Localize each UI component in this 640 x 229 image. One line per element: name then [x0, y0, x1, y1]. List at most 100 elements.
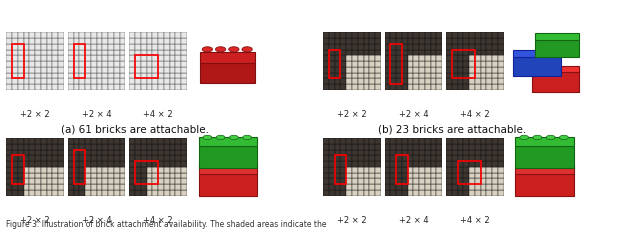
Bar [141, 144, 147, 150]
Bar [452, 39, 458, 45]
Bar [68, 161, 74, 167]
Bar [419, 173, 425, 179]
Bar [158, 179, 164, 184]
Bar [79, 150, 85, 156]
Bar [452, 150, 458, 156]
Bar [164, 45, 170, 50]
Bar [181, 79, 187, 85]
Bar [58, 190, 64, 196]
Bar [12, 79, 18, 85]
Bar [463, 184, 469, 190]
Bar [413, 62, 419, 68]
Bar [47, 73, 52, 79]
Bar [41, 190, 47, 196]
Bar [408, 161, 413, 167]
Bar [335, 33, 340, 39]
Bar [498, 144, 504, 150]
Bar [463, 85, 469, 90]
Bar [375, 50, 381, 56]
Bar [175, 33, 181, 39]
Bar [375, 39, 381, 45]
Bar [114, 68, 120, 73]
Bar [390, 150, 396, 156]
Bar [413, 156, 419, 161]
Bar [97, 144, 102, 150]
Bar [68, 50, 74, 56]
Bar [170, 190, 175, 196]
Bar [35, 62, 41, 68]
Bar [12, 167, 18, 173]
Bar [469, 156, 475, 161]
Bar [323, 79, 329, 85]
Bar [135, 39, 141, 45]
Bar [492, 39, 498, 45]
Bar [79, 156, 85, 161]
Bar [114, 144, 120, 150]
Bar [47, 56, 52, 62]
Bar [152, 68, 158, 73]
Bar [164, 39, 170, 45]
Bar [35, 144, 41, 150]
Text: +2 × 2: +2 × 2 [20, 110, 50, 119]
Bar [475, 150, 481, 156]
Bar [35, 167, 41, 173]
Bar [29, 50, 35, 56]
Bar [385, 56, 390, 62]
Bar [358, 85, 364, 90]
Bar [452, 144, 458, 150]
Bar [481, 62, 486, 68]
Text: +4 × 2: +4 × 2 [460, 110, 490, 119]
Bar [85, 139, 91, 144]
Bar [85, 190, 91, 196]
Bar [97, 173, 102, 179]
Bar [135, 73, 141, 79]
Bar [481, 156, 486, 161]
Bar [114, 173, 120, 179]
Bar [91, 85, 97, 90]
Bar [425, 173, 431, 179]
Bar [352, 144, 358, 150]
Polygon shape [198, 147, 257, 169]
Bar [152, 73, 158, 79]
Bar [12, 156, 18, 161]
Bar [158, 56, 164, 62]
Bar [452, 161, 458, 167]
Bar [346, 45, 352, 50]
Bar [129, 33, 135, 39]
Bar [369, 73, 375, 79]
Bar [102, 139, 108, 144]
Bar [396, 150, 402, 156]
Bar [129, 50, 135, 56]
Bar [18, 56, 24, 62]
Bar [364, 190, 369, 196]
Bar [68, 56, 74, 62]
Bar [463, 56, 469, 62]
Bar [85, 68, 91, 73]
Bar [481, 39, 486, 45]
Bar [425, 150, 431, 156]
Bar [175, 56, 181, 62]
Bar [29, 85, 35, 90]
Bar [129, 139, 135, 144]
Text: +4 × 2: +4 × 2 [143, 215, 173, 224]
Bar [24, 62, 29, 68]
Bar [475, 79, 481, 85]
Bar [164, 139, 170, 144]
Bar [385, 184, 390, 190]
Bar [475, 33, 481, 39]
Bar [390, 62, 396, 68]
Text: +2 × 2: +2 × 2 [337, 110, 367, 119]
Bar [35, 73, 41, 79]
Bar [346, 50, 352, 56]
Bar [396, 85, 402, 90]
Bar [452, 167, 458, 173]
Bar [47, 62, 52, 68]
Bar [492, 144, 498, 150]
Bar [408, 39, 413, 45]
Bar [85, 150, 91, 156]
Polygon shape [513, 51, 561, 57]
Bar [175, 50, 181, 56]
Bar [375, 62, 381, 68]
Bar [120, 139, 125, 144]
Bar [6, 56, 12, 62]
